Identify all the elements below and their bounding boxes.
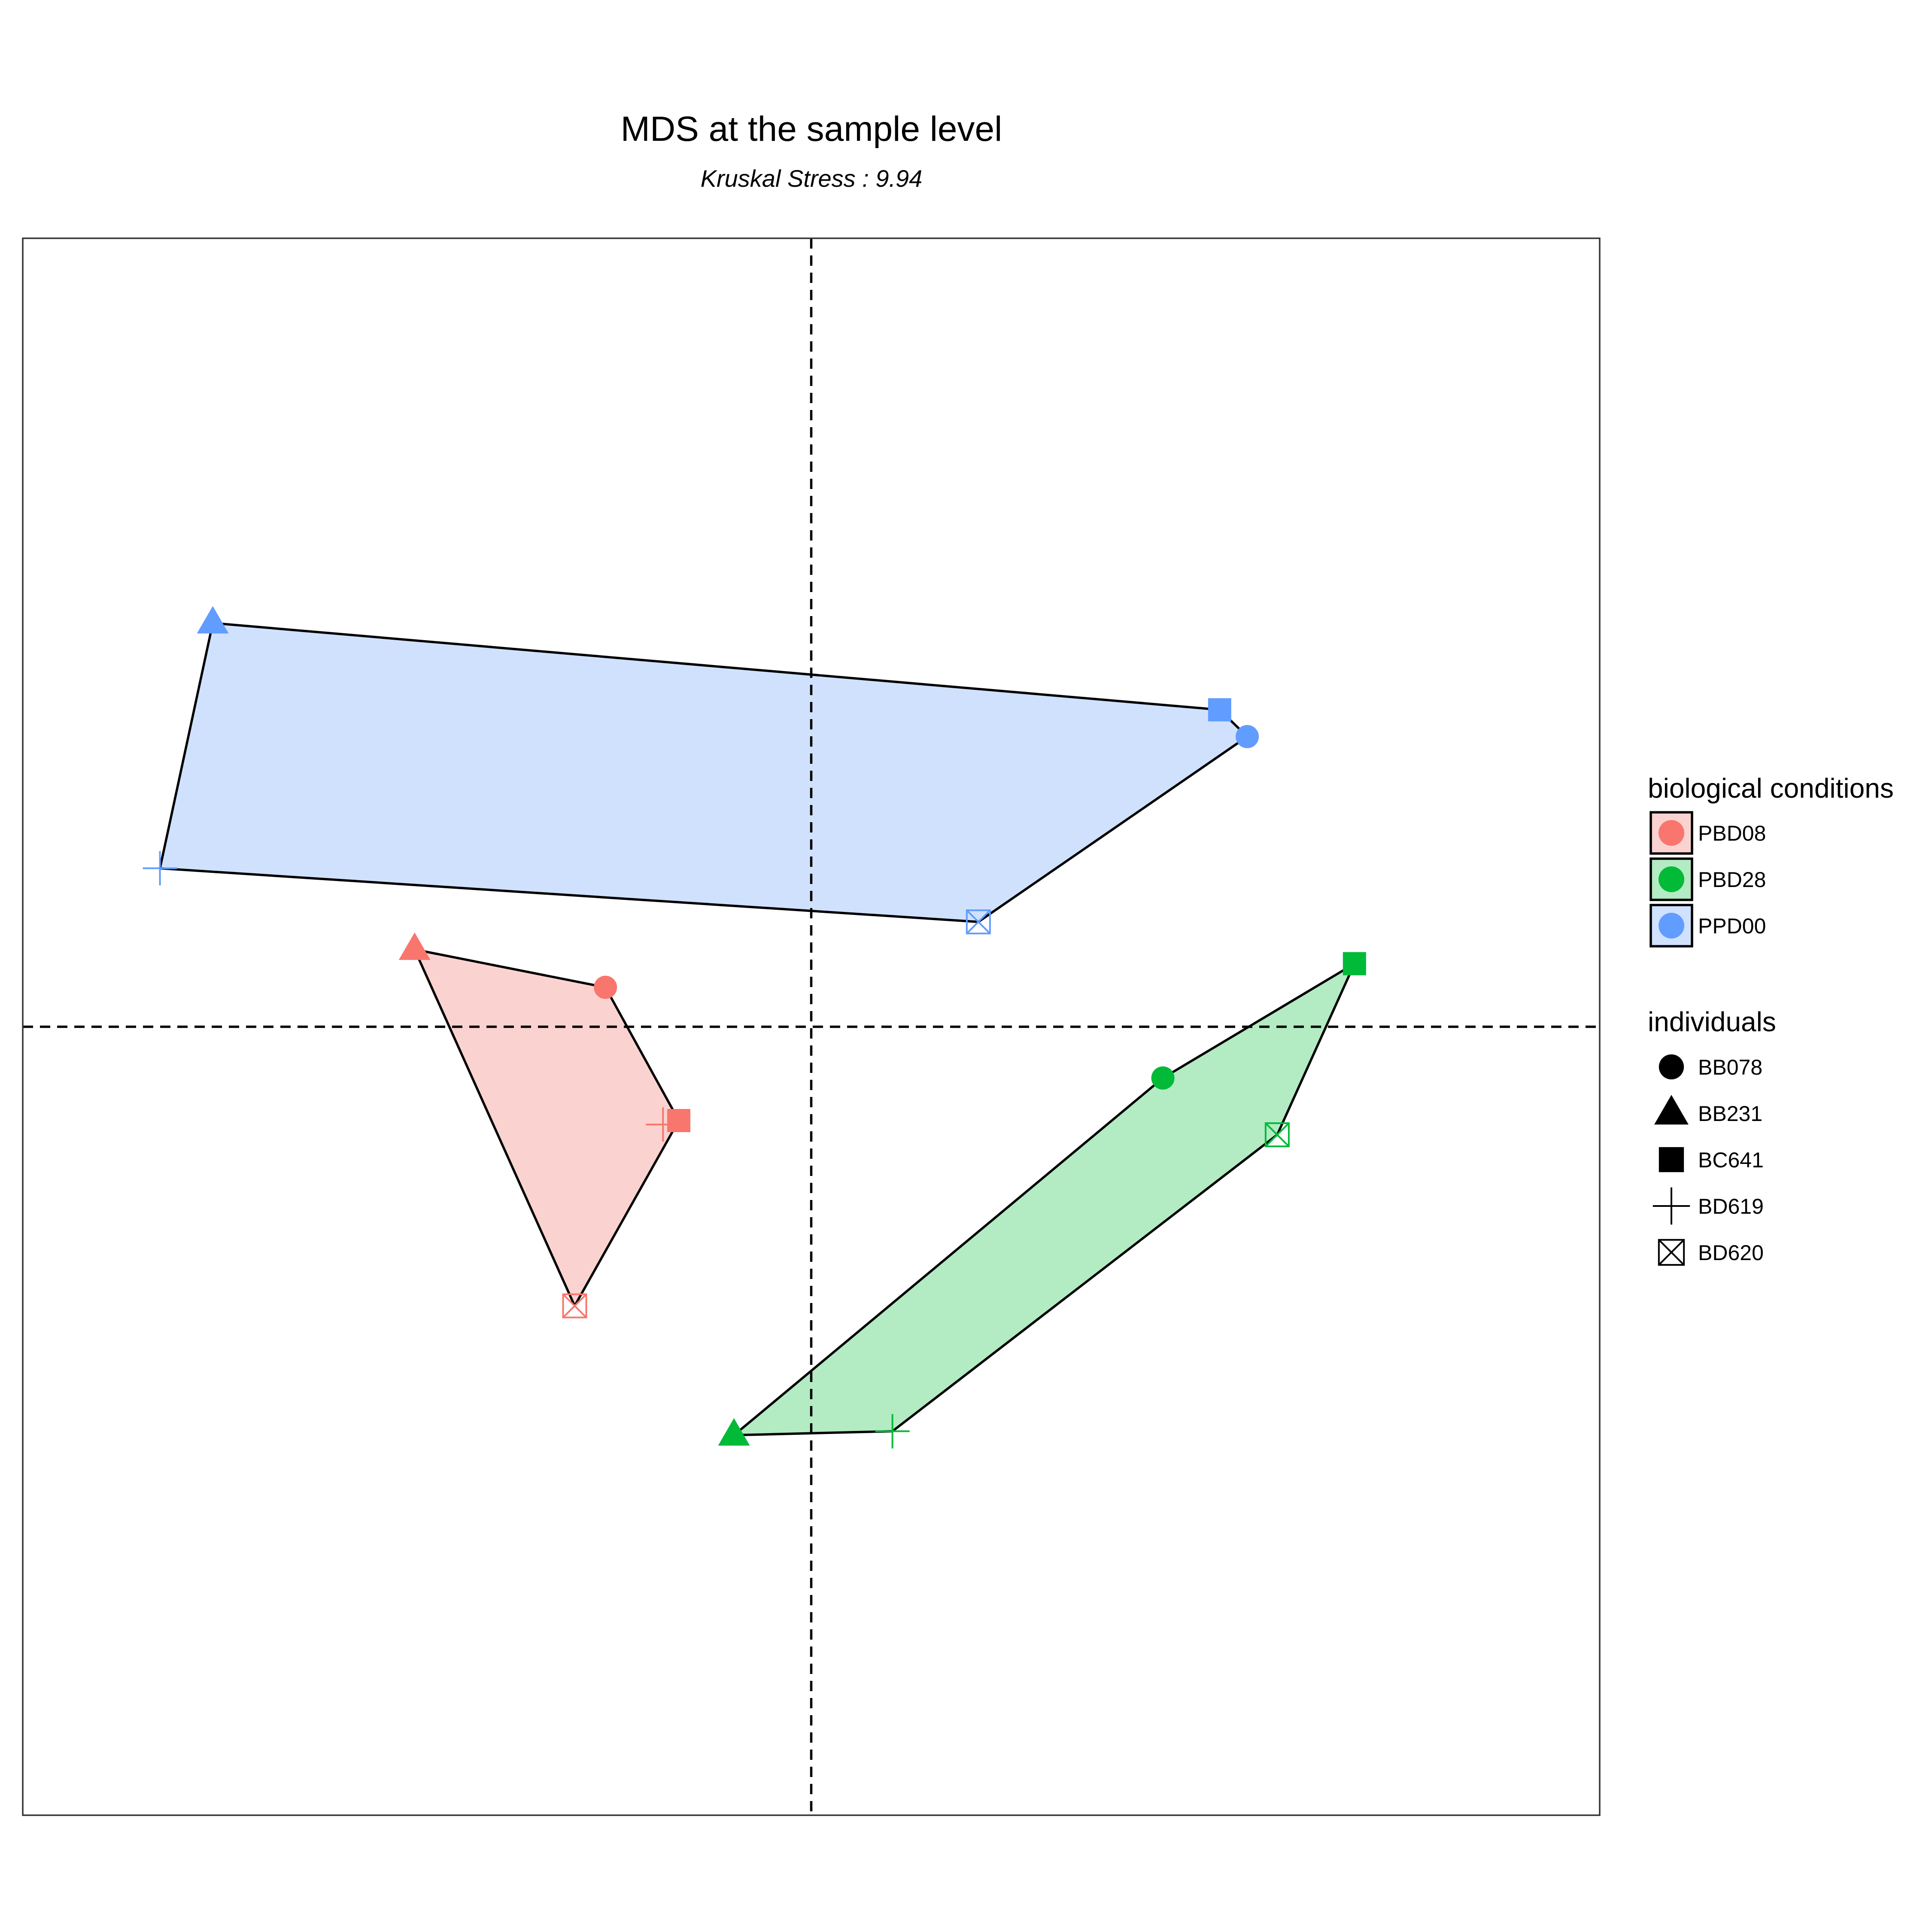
point-pbd28-bb078 [1151,1066,1175,1090]
legend-key-pbd28 [1649,857,1693,901]
plot-panel-border [22,237,1601,1816]
point-pbd28-bd620 [1264,1122,1290,1148]
legend-title-individuals: individuals [1648,1006,1776,1037]
hull-layer [158,622,1356,1437]
hull-pbd28 [732,962,1356,1437]
legend-label-bb078: BB078 [1698,1055,1762,1079]
legend-individuals: individuals BB078 BB231 BC641 BD619 BD620 [1648,1006,1776,1266]
chart-subtitle: Kruskal Stress : 9.94 [701,165,923,192]
legend-label-ppd00: PPD00 [1698,914,1766,938]
point-pbd08-bb078 [594,975,617,999]
point-ppd00-bb231 [197,606,229,634]
point-pbd08-bd619 [646,1107,680,1142]
legend-biological-conditions: biological conditions PBD08 PBD28 PPD00 [1648,773,1894,948]
point-pbd08-bd620 [562,1293,587,1318]
point-ppd00-bc641 [1208,698,1231,722]
legend-label-bc641: BC641 [1698,1148,1764,1172]
legend-title-conditions: biological conditions [1648,773,1894,804]
legend-key-bd619 [1653,1187,1690,1225]
point-pbd08-bc641 [667,1109,690,1133]
point-pbd08-bb231 [398,932,431,960]
legend-key-bc641 [1659,1147,1684,1173]
legend-key-bb078 [1659,1054,1684,1080]
reference-lines [23,238,1600,1815]
legend-label-pbd28: PBD28 [1698,868,1766,892]
point-pbd28-bc641 [1343,952,1366,975]
legend-key-pbd08 [1649,811,1693,855]
legend-key-ppd00 [1649,904,1693,948]
chart-title: MDS at the sample level [621,109,1002,149]
legend-area: biological conditions PBD08 PBD28 PPD00 indi… [1648,773,1894,1266]
legend-label-bd620: BD620 [1698,1241,1764,1265]
legend-label-bb231: BB231 [1698,1102,1762,1126]
point-pbd28-bd619 [875,1414,910,1449]
hull-ppd00 [158,622,1249,923]
legend-label-bd619: BD619 [1698,1194,1764,1218]
point-layer [143,606,1366,1449]
point-ppd00-bd619 [143,851,177,886]
point-ppd00-bb078 [1236,725,1259,748]
legend-key-bd620 [1658,1239,1685,1266]
point-pbd28-bb231 [718,1418,750,1446]
legend-key-bb231 [1654,1095,1689,1125]
legend-label-pbd08: PBD08 [1698,821,1766,845]
point-ppd00-bd620 [966,909,991,935]
